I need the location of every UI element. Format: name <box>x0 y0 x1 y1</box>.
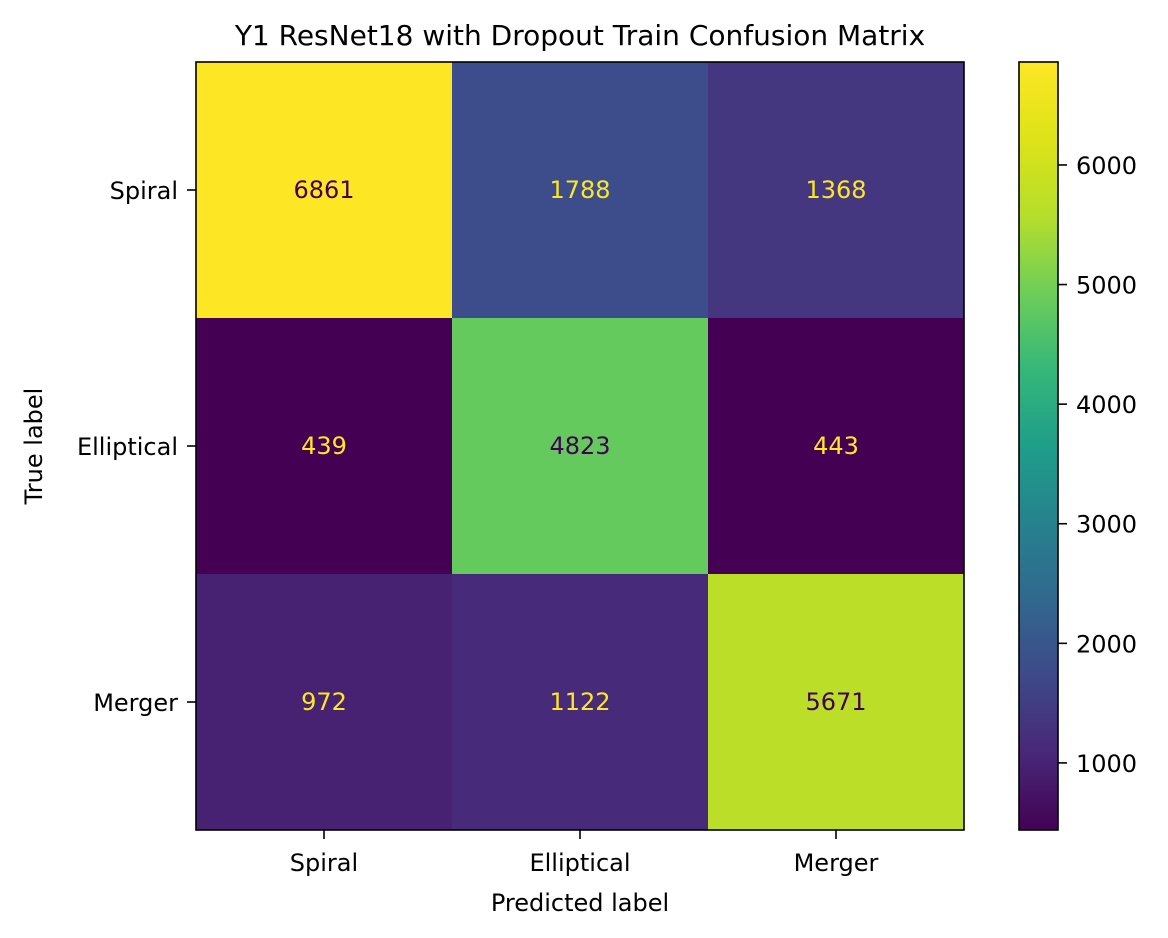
y-tick-label: Merger <box>93 689 178 717</box>
matrix-cell <box>196 62 453 319</box>
colorbar-tick-label: 3000 <box>1076 511 1137 539</box>
colorbar-tick-label: 6000 <box>1076 152 1137 180</box>
colorbar <box>1018 61 1059 831</box>
x-axis-label: Predicted label <box>491 889 669 917</box>
matrix-cell <box>708 318 965 575</box>
cell-value-label: 1122 <box>549 688 610 716</box>
x-axis-ticks: Spiral Elliptical Merger <box>290 830 879 877</box>
matrix-cell <box>708 62 965 319</box>
matrix-cell <box>452 62 709 319</box>
colorbar-tick-label: 2000 <box>1076 630 1137 658</box>
y-tick-label: Elliptical <box>77 433 178 461</box>
colorbar-tick-label: 5000 <box>1076 272 1137 300</box>
matrix-cell-labels: 6861 1788 1368 439 4823 443 972 1122 5671 <box>293 176 866 716</box>
cell-value-label: 972 <box>301 688 347 716</box>
cell-value-label: 4823 <box>549 432 610 460</box>
matrix-cell <box>452 318 709 575</box>
chart-title: Y1 ResNet18 with Dropout Train Confusion… <box>234 19 925 52</box>
matrix-cell <box>452 574 709 831</box>
colorbar-tick-label: 4000 <box>1076 391 1137 419</box>
matrix-cell <box>196 574 453 831</box>
x-tick-label: Merger <box>794 849 879 877</box>
cell-value-label: 6861 <box>293 176 354 204</box>
matrix-cell <box>708 574 965 831</box>
cell-value-label: 439 <box>301 432 347 460</box>
y-axis-label: True label <box>20 388 48 506</box>
colorbar-tick-label: 1000 <box>1076 750 1137 778</box>
x-tick-label: Elliptical <box>529 849 630 877</box>
cell-value-label: 443 <box>813 432 859 460</box>
y-axis-ticks: Spiral Elliptical Merger <box>77 177 196 717</box>
matrix-cells <box>196 62 965 831</box>
colorbar-ticks: 1000 2000 3000 4000 5000 6000 <box>1058 152 1137 778</box>
cell-value-label: 5671 <box>805 688 866 716</box>
matrix-cell <box>196 318 453 575</box>
cell-value-label: 1788 <box>549 176 610 204</box>
cell-value-label: 1368 <box>805 176 866 204</box>
x-tick-label: Spiral <box>290 849 358 877</box>
y-tick-label: Spiral <box>110 177 178 205</box>
